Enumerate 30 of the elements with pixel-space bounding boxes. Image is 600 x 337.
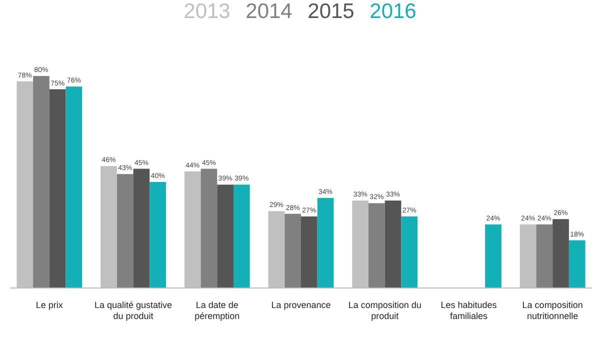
bar [536,224,553,288]
bar [284,214,301,288]
text: 2016 [370,0,416,23]
bar [150,182,166,288]
x-tick-label: La composition nutritionnelle [522,300,583,321]
x-tick-label: La date de péremption [194,300,240,321]
text: 2015 [308,0,354,23]
bar [233,184,250,288]
bar [568,240,586,288]
bar [384,200,402,288]
text: 2014 [246,0,293,23]
bar [217,184,234,288]
x-tick-label: Le prix [36,300,64,310]
bar [552,219,569,288]
bar [66,86,82,288]
x-tick-label: La qualité gustative du produit [94,300,172,321]
bar [485,224,502,288]
x-tick-label: La provenance [271,300,331,310]
x-tick-label: La composition du produit [348,300,422,321]
bar [368,203,385,288]
bar [33,76,50,288]
bar [401,216,418,288]
x-tick-label: Les habitudes familiales [440,300,498,321]
bar [49,89,66,288]
bar [133,168,150,288]
bar [317,198,334,288]
bar [116,174,134,288]
bar [301,216,318,288]
text: 2013 [184,0,230,23]
bar [200,168,218,288]
